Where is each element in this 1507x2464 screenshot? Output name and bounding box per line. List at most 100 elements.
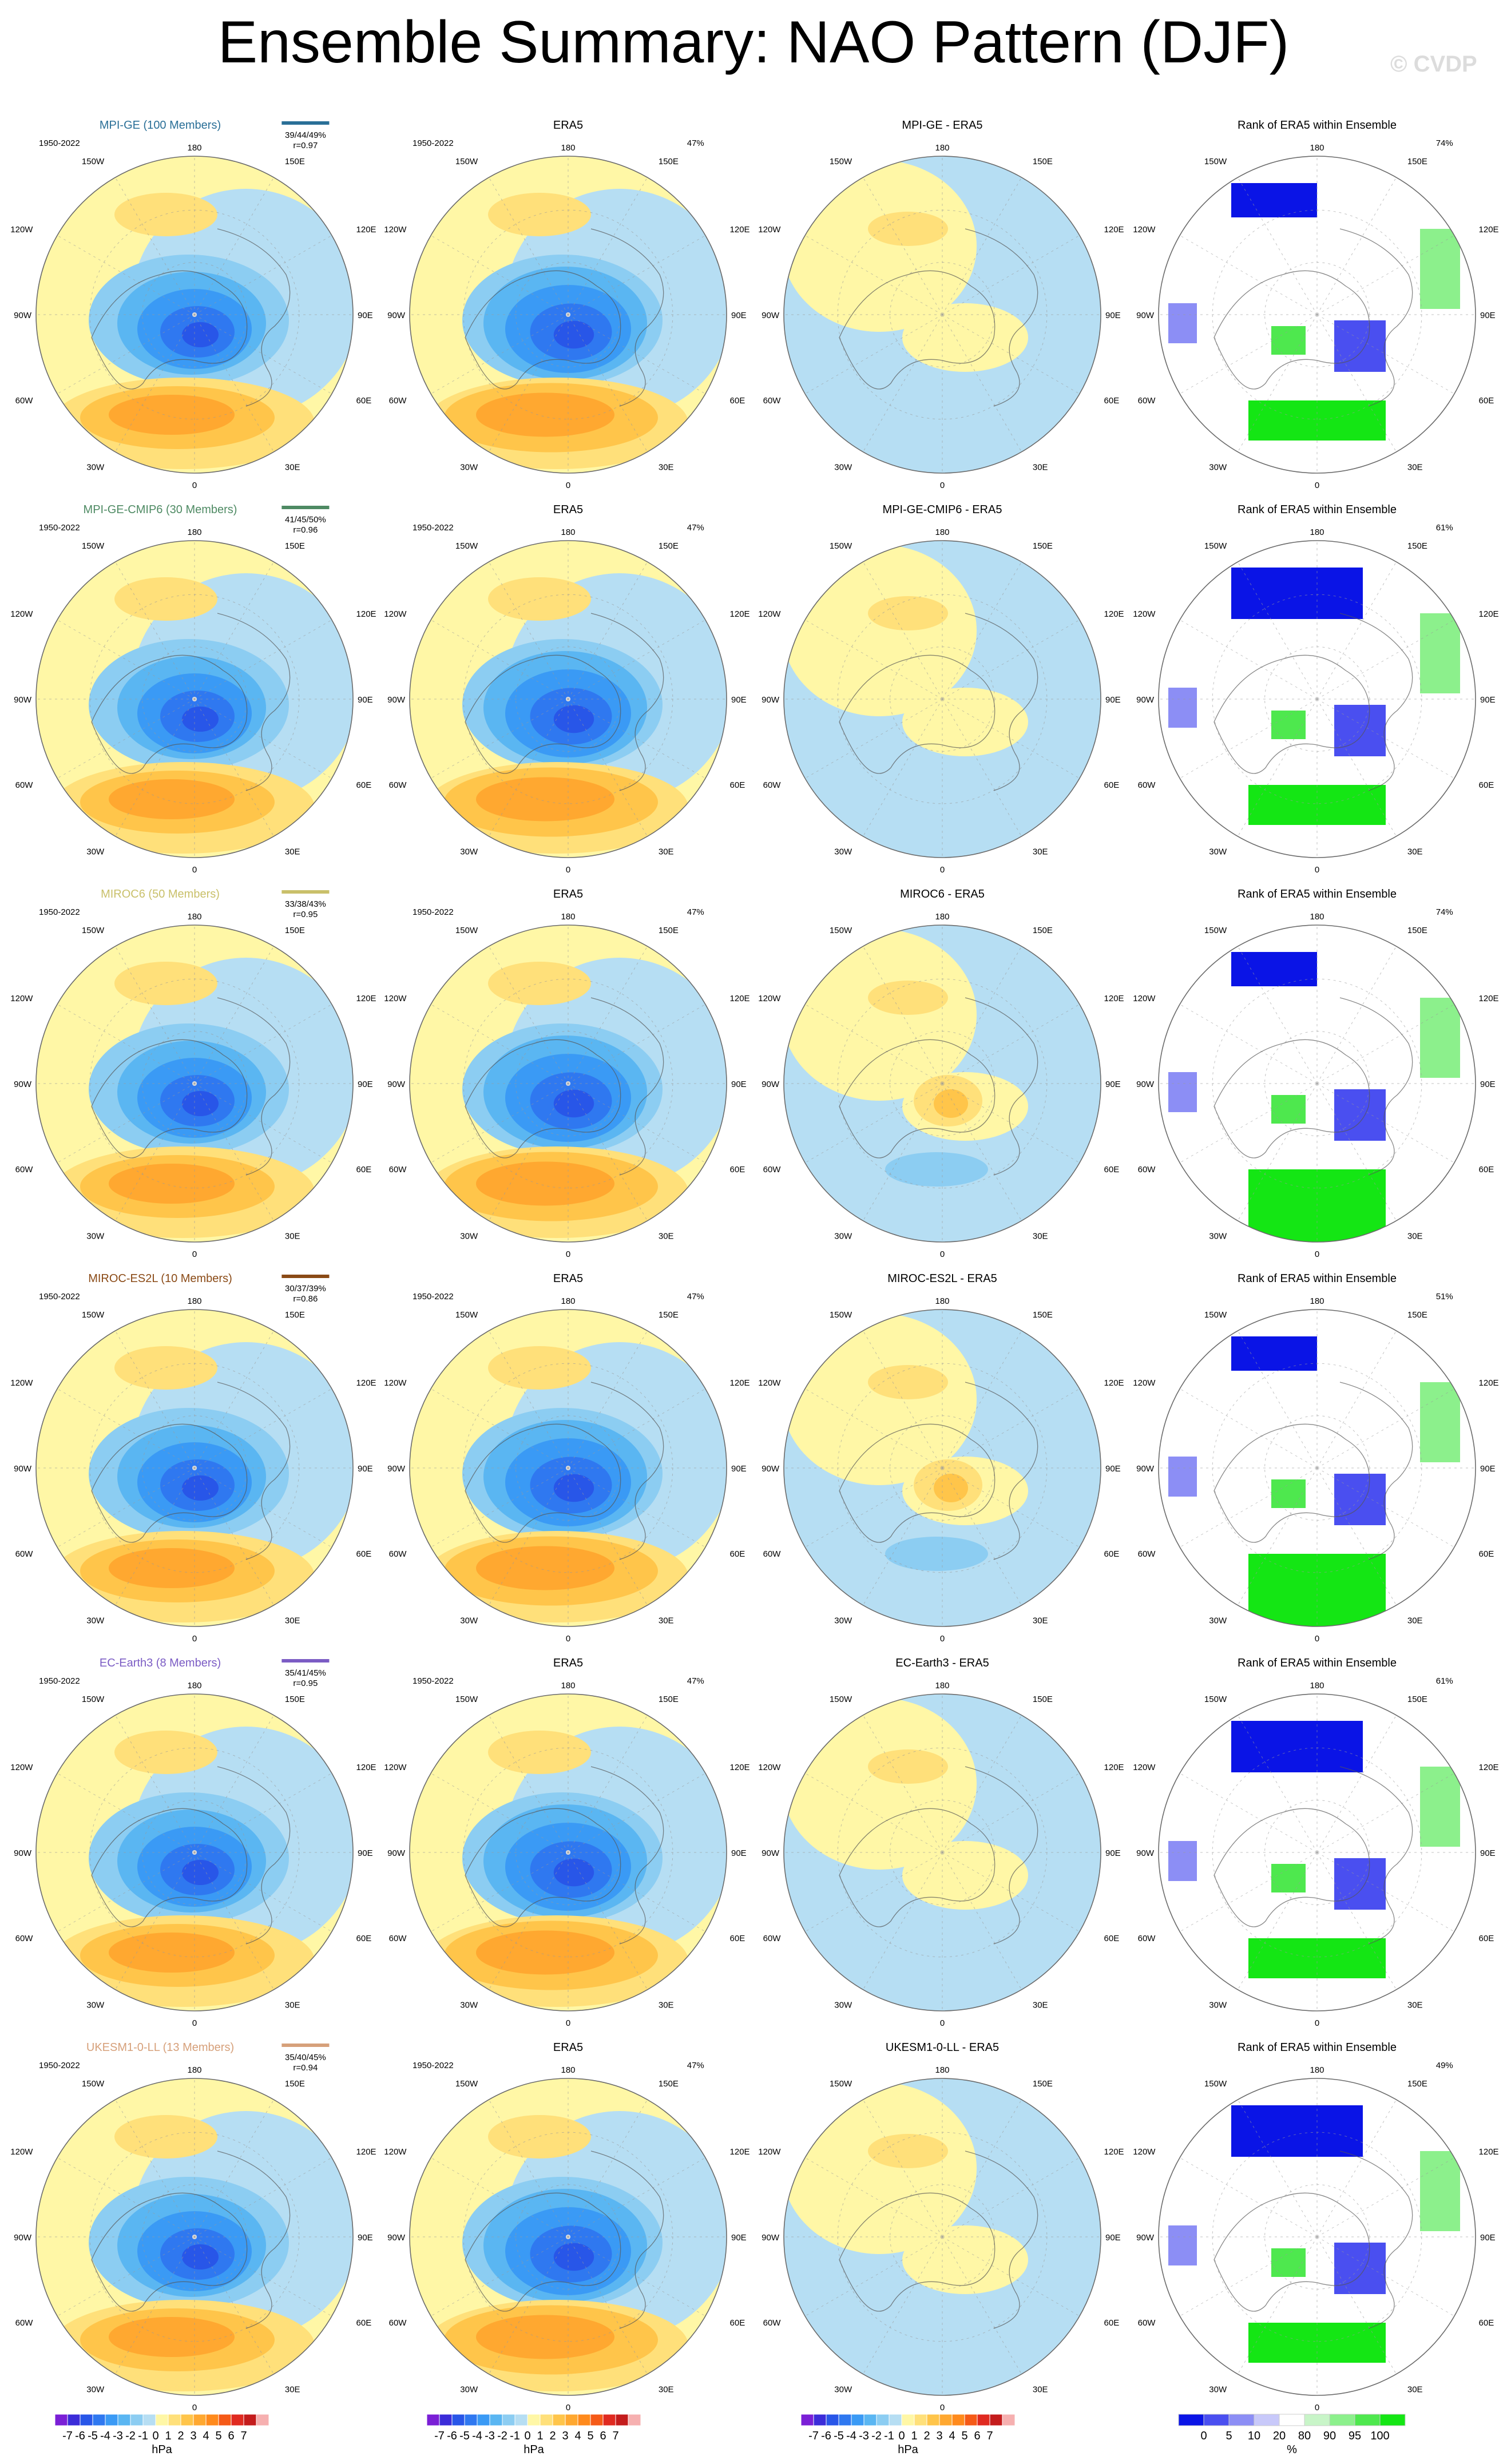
meridian-line (1238, 1083, 1318, 1221)
main-title: Ensemble Summary: NAO Pattern (DJF) (217, 9, 1290, 76)
coastline (839, 2192, 996, 2312)
diff-title: UKESM1-0-LL - ERA5 (886, 2041, 999, 2054)
map-boundary (1158, 540, 1476, 858)
longitude-label: 60W (1138, 1549, 1156, 1559)
meridian-line (942, 2099, 1022, 2237)
longitude-label: 60E (1479, 780, 1494, 790)
map-boundary (409, 2078, 727, 2396)
latitude-circle (463, 978, 673, 1189)
meridian-line (942, 561, 1022, 700)
colorbar-tick-label: 0 (152, 2430, 158, 2442)
colorbar-swatch (477, 2414, 490, 2426)
meridian-line (568, 1083, 648, 1221)
longitude-label: 90E (1105, 311, 1121, 320)
longitude-label: 120E (356, 2147, 376, 2157)
colorbar-tick-label: -4 (100, 2430, 110, 2442)
longitude-label: 120W (1133, 609, 1156, 619)
longitude-label: 150W (830, 157, 852, 166)
longitude-label: 30E (1407, 1616, 1423, 1625)
map-boundary (409, 1693, 727, 2011)
colorbar-tick-label: -7 (62, 2430, 73, 2442)
rank-title: Rank of ERA5 within Ensemble (1238, 119, 1397, 132)
longitude-label: 90W (1136, 311, 1155, 320)
longitude-label: 30W (86, 2384, 105, 2394)
latitude-circle (142, 2184, 247, 2290)
coastline (965, 1382, 1038, 1560)
colorbar-tick-label: 20 (1273, 2430, 1286, 2442)
longitude-label: 30E (659, 1231, 674, 1241)
longitude-label: 150W (82, 2079, 105, 2089)
meridian-line (1238, 1715, 1318, 1853)
longitude-label: 60E (356, 1165, 372, 1175)
longitude-label: 180 (935, 2065, 949, 2075)
latitude-circle (837, 978, 1048, 1189)
field-contour (553, 705, 594, 733)
latitude-circle (463, 209, 673, 420)
map-boundary (1158, 925, 1476, 1243)
colorbar-swatch (964, 2414, 978, 2426)
meridian-line (863, 561, 943, 700)
meridian-line (804, 1004, 943, 1084)
rank-block (1420, 2151, 1460, 2231)
meridian-line (115, 561, 195, 700)
meridian-line (57, 2236, 195, 2316)
colorbar-tick-label: 6 (228, 2430, 234, 2442)
latitude-circle (837, 1747, 1048, 1958)
longitude-label: 180 (935, 527, 949, 537)
meridian-line (942, 2236, 1080, 2316)
meridian-line (115, 177, 195, 315)
meridian-line (942, 620, 1080, 700)
coastline (839, 1423, 996, 1543)
colorbar-tick-label: 5 (587, 2430, 593, 2442)
rank-block (1231, 952, 1317, 986)
coastline (465, 1423, 621, 1543)
period-label: 1950-2022 (39, 138, 80, 148)
meridian-line (804, 314, 943, 394)
longitude-label: 30E (285, 1231, 300, 1241)
longitude-label: 0 (940, 481, 945, 490)
coastline (1213, 1808, 1370, 1927)
map-boundary (783, 156, 1101, 474)
longitude-label: 90E (1480, 1848, 1496, 1858)
latitude-circle (142, 646, 247, 752)
meridian-line (194, 2099, 274, 2237)
map-boundary (409, 925, 727, 1243)
longitude-label: 0 (566, 865, 570, 875)
colorbar-swatch (193, 2414, 207, 2426)
map-boundary (783, 925, 1101, 1243)
field-contour (182, 2244, 219, 2269)
colorbar-swatch (540, 2414, 553, 2426)
meridian-line (115, 1083, 195, 1221)
meridian-line (942, 1852, 1022, 1990)
latitude-circle (1212, 594, 1422, 804)
meridian-line (568, 2236, 706, 2316)
field-contour (553, 1089, 594, 1118)
meridian-line (568, 699, 648, 837)
meridian-line (1316, 1773, 1455, 1853)
field-contour (109, 1933, 235, 1973)
obs-pct-label: 47% (687, 1292, 704, 1302)
longitude-label: 150E (1407, 926, 1427, 935)
longitude-label: 150W (1204, 1310, 1227, 1320)
longitude-label: 90E (731, 2233, 747, 2243)
field-contour (476, 1546, 614, 1590)
longitude-label: 60E (1104, 396, 1120, 406)
meridian-line (115, 1852, 195, 1990)
rank-panel: Rank of ERA5 within Ensemble 61% 180 0 150W 1… (1133, 503, 1498, 875)
longitude-label: 60W (389, 2318, 407, 2328)
longitude-label: 120W (10, 2147, 33, 2157)
latitude-circle (890, 262, 995, 367)
longitude-label: 150E (659, 1310, 679, 1320)
meridian-line (568, 1467, 706, 1548)
longitude-label: 30E (1033, 2000, 1048, 2010)
rank-block (1231, 568, 1363, 619)
colorbar-swatch (142, 2414, 156, 2426)
diff-title: MIROC-ES2L - ERA5 (887, 1272, 997, 1285)
coastline (91, 654, 248, 774)
field-contour (868, 1365, 948, 1399)
longitude-label: 150W (830, 541, 852, 551)
longitude-label: 30W (86, 1231, 105, 1241)
meridian-line (115, 2099, 195, 2237)
longitude-label: 30E (659, 1616, 674, 1625)
meridian-line (863, 1083, 943, 1221)
